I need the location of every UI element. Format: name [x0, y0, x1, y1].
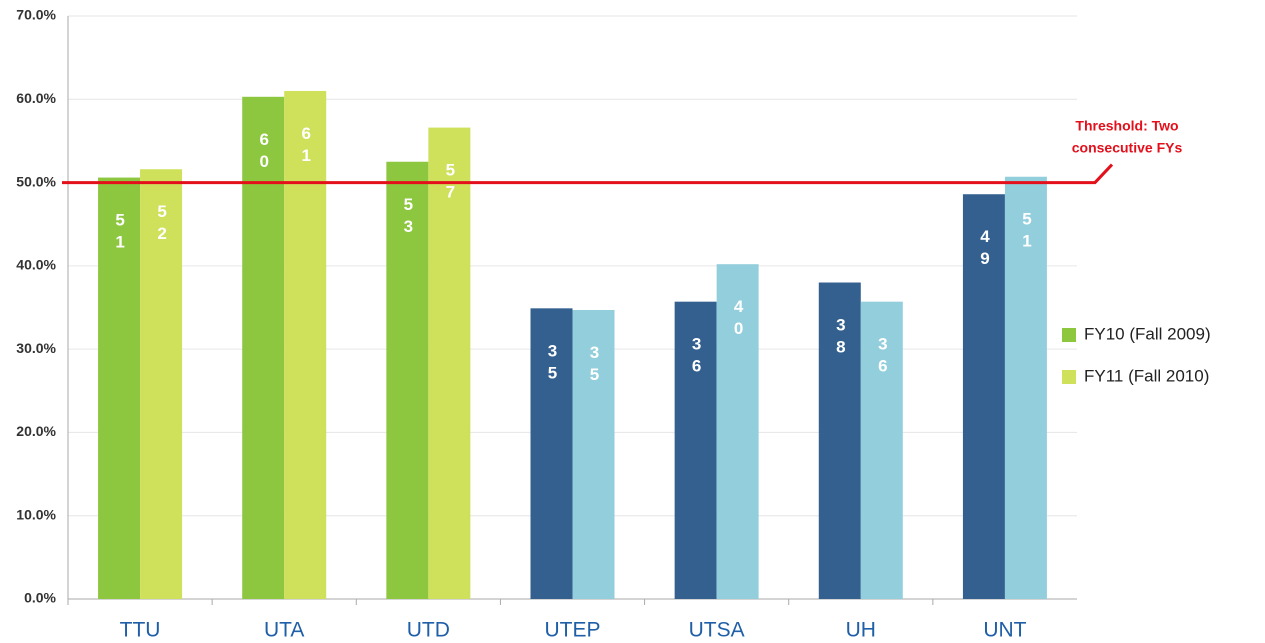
x-tick-label: UTD — [407, 619, 450, 642]
data-label: 49 — [975, 227, 994, 271]
x-tick-label: TTU — [120, 619, 161, 642]
y-tick-label: 30.0% — [16, 340, 56, 356]
data-label: 36 — [687, 335, 706, 379]
bar — [386, 161, 429, 599]
x-tick-label: UTSA — [689, 619, 745, 642]
bar — [716, 264, 759, 599]
bar — [98, 177, 141, 599]
bar — [818, 282, 861, 599]
x-tick-label: UTEP — [544, 619, 600, 642]
data-label: 51 — [1017, 210, 1036, 254]
bar — [962, 194, 1005, 599]
threshold-label: Threshold: Two — [1075, 118, 1178, 134]
y-tick-label: 10.0% — [16, 506, 56, 522]
y-tick-label: 0.0% — [24, 590, 56, 606]
y-tick-label: 70.0% — [16, 7, 56, 23]
data-label: 53 — [399, 195, 418, 239]
legend-label: FY11 (Fall 2010) — [1084, 366, 1209, 385]
y-tick-label: 50.0% — [16, 173, 56, 189]
legend-label: FY10 (Fall 2009) — [1084, 324, 1211, 343]
bar — [140, 169, 183, 599]
bar — [242, 96, 285, 599]
x-tick-label: UH — [846, 619, 876, 642]
data-label: 35 — [585, 343, 604, 387]
bar — [428, 127, 471, 600]
legend-swatch — [1062, 370, 1076, 384]
bar — [284, 90, 327, 599]
bar — [572, 309, 615, 599]
data-label: 61 — [297, 124, 316, 168]
threshold-label: consecutive FYs — [1072, 140, 1183, 156]
data-label: 40 — [729, 297, 748, 341]
bar — [860, 301, 903, 599]
x-tick-label: UNT — [983, 619, 1026, 642]
threshold-line — [62, 163, 1114, 185]
data-label: 51 — [111, 211, 130, 255]
y-tick-label: 40.0% — [16, 257, 56, 273]
bar — [674, 301, 717, 599]
legend-swatch — [1062, 328, 1076, 342]
data-label: 35 — [543, 341, 562, 385]
y-tick-label: 20.0% — [16, 423, 56, 439]
x-tick-label: UTA — [264, 619, 304, 642]
data-label: 38 — [831, 316, 850, 360]
bar — [1004, 176, 1047, 599]
bar — [530, 308, 573, 599]
data-label: 60 — [255, 130, 274, 174]
y-tick-label: 60.0% — [16, 90, 56, 106]
data-label: 52 — [153, 202, 172, 246]
data-label: 36 — [873, 335, 892, 379]
